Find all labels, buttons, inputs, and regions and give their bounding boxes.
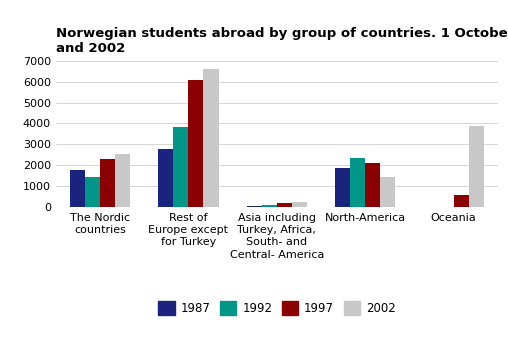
Bar (262, 205, 277, 207)
Bar (115, 154, 130, 207)
Bar (188, 80, 204, 207)
Bar (204, 69, 218, 207)
Text: Norwegian students abroad by group of countries. 1 October 1987, 1992, 1997
and : Norwegian students abroad by group of co… (56, 27, 508, 55)
Bar (350, 157, 365, 207)
Bar (173, 127, 188, 207)
Bar (277, 203, 292, 207)
Bar (247, 206, 262, 207)
Bar (454, 195, 469, 207)
Bar (380, 177, 395, 207)
Bar (70, 171, 85, 207)
Bar (335, 168, 350, 207)
Bar (292, 202, 307, 207)
Bar (365, 162, 380, 207)
Bar (158, 149, 173, 207)
Legend: 1987, 1992, 1997, 2002: 1987, 1992, 1997, 2002 (154, 298, 399, 319)
Bar (469, 126, 484, 207)
Bar (100, 159, 115, 207)
Bar (85, 177, 100, 207)
